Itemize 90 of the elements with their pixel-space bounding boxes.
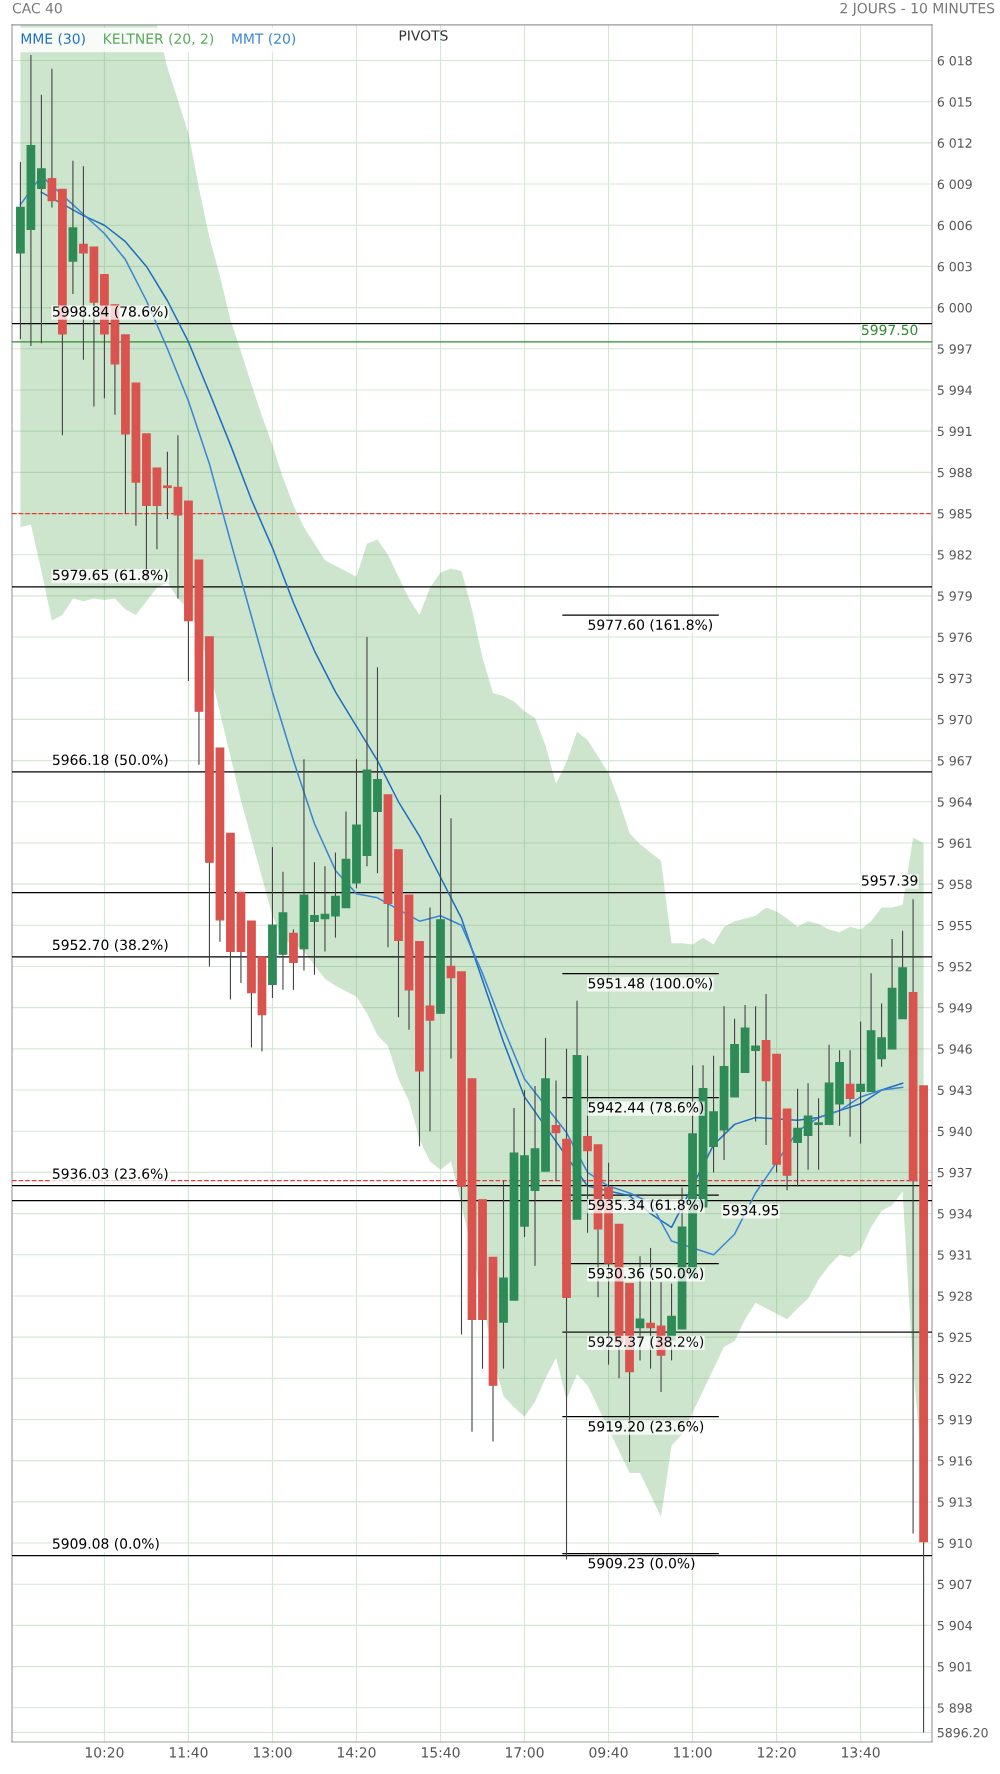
y-tick-label: 5 919 [937,1414,972,1425]
y-tick-label: 5 928 [937,1291,972,1301]
y-tick-label: 5 967 [937,756,972,766]
y-tick-label: 5 991 [937,426,972,437]
y-tick-label: 5 994 [937,385,972,395]
candlestick [47,68,57,208]
ref-line-label: 5909.08 (0.0%) [52,1538,159,1551]
x-tick-label: 14:20 [337,1747,376,1758]
candlestick [877,1003,886,1068]
x-tick-label: 13:40 [842,1747,880,1758]
x-tick-label: 10:20 [85,1747,124,1758]
x-tick-label: 09:40 [589,1747,628,1758]
candlestick [331,852,340,939]
y-tick-label: 6 018 [937,56,972,66]
y-tick-label: 6 000 [937,303,972,313]
y-tick-label: 5 898 [937,1703,972,1713]
candlestick [310,861,319,976]
x-tick-label: 11:40 [169,1747,208,1758]
chart-title: CAC 40 [12,2,62,14]
ref-line-label: 5977.60 (161.8%) [588,619,712,632]
text: MME (30) [21,33,85,46]
ref-line-label: 5979.65 (61.8%) [52,569,168,582]
y-tick-label: 5 949 [937,1003,972,1013]
x-tick-label: 12:20 [758,1747,796,1758]
candlestick [551,1079,561,1182]
candlestick [803,1082,813,1171]
ref-line-label: 5998.84 (78.6%) [52,305,168,319]
candlestick [163,451,172,520]
y-tick-label: 5 925 [937,1332,972,1343]
ref-line-label: 5957.39 [861,875,918,886]
y-tick-label: 5 913 [937,1497,972,1507]
y-tick-label: 5 964 [937,797,972,807]
y-tick-label: 5 922 [937,1373,972,1384]
y-tick-label: 5 979 [937,591,972,601]
y-tick-label: 5 904 [937,1620,972,1631]
y-tick-label: 5 937 [937,1167,972,1178]
ref-line-label: 5935.34 (61.8%) [588,1199,704,1212]
y-tick-label: 6 006 [937,220,972,231]
y-tick-label: 5 961 [937,838,972,848]
y-tick-label: 6 003 [937,261,972,272]
ref-line-label: 5951.48 (100.0%) [588,977,712,991]
y-tick-label: 5 946 [937,1044,972,1054]
y-tick-label: 6 015 [937,97,972,107]
ref-line-label: 5930.36 (50.0%) [588,1267,704,1281]
candlestick [446,817,456,1060]
y-tick-label: 5 952 [937,961,972,972]
y-tick-label: 5 931 [937,1250,972,1260]
ref-line-label: 5936.03 (23.6%) [52,1168,168,1181]
y-tick-label: 5 955 [937,920,972,931]
ref-line-label: 5966.18 (50.0%) [52,754,168,767]
ref-line-label: 5925.37 (38.2%) [588,1336,704,1349]
candlestick [793,1088,802,1187]
candlestick [425,906,435,1132]
ref-line-label: 5919.20 (23.6%) [588,1420,704,1434]
candlestick [845,1049,855,1138]
y-tick-label: 5 988 [937,467,972,478]
annotation: PIVOTS [399,30,448,41]
y-tick-label: 5896.20 [937,1727,988,1738]
y-tick-label: 5 997 [937,344,972,354]
x-tick-label: 17:00 [506,1747,544,1758]
text: MMT (20) [232,33,296,46]
ref-line-label: 5942.44 (78.6%) [588,1101,704,1115]
y-tick-label: 6 009 [937,179,972,189]
y-tick-label: 5 934 [937,1209,972,1219]
y-tick-label: 5 901 [937,1662,972,1672]
y-tick-label: 5 973 [937,673,972,684]
candlestick [37,94,46,344]
candlestick [814,1097,823,1171]
ref-line-label: 5997.50 [861,324,918,336]
y-tick-label: 5 982 [937,550,972,560]
legend-label: KELTNER (20, 2) [104,33,214,46]
ref-line-label: 5934.95 [723,1204,779,1216]
y-tick-label: 6 012 [937,138,972,148]
candlestick [751,1005,760,1123]
ref-line-label: 5909.23 (0.0%) [588,1557,695,1571]
y-tick-label: 5 940 [937,1126,972,1137]
y-tick-label: 5 976 [937,632,972,642]
y-tick-label: 5 943 [937,1085,972,1095]
chart-subtitle: 2 JOURS - 10 MINUTES [840,2,995,16]
candlestick [856,1020,865,1145]
y-tick-label: 5 985 [937,508,972,519]
x-tick-label: 11:00 [674,1747,712,1758]
y-tick-label: 5 916 [937,1456,972,1466]
y-tick-label: 5 910 [937,1538,972,1548]
y-tick-label: 5 970 [937,714,972,725]
x-tick-label: 15:40 [422,1747,460,1758]
x-tick-label: 13:00 [253,1747,292,1758]
y-tick-label: 5 958 [937,879,972,890]
ref-line-label: 5952.70 (38.2%) [52,939,168,952]
y-tick-label: 5 907 [937,1579,972,1590]
